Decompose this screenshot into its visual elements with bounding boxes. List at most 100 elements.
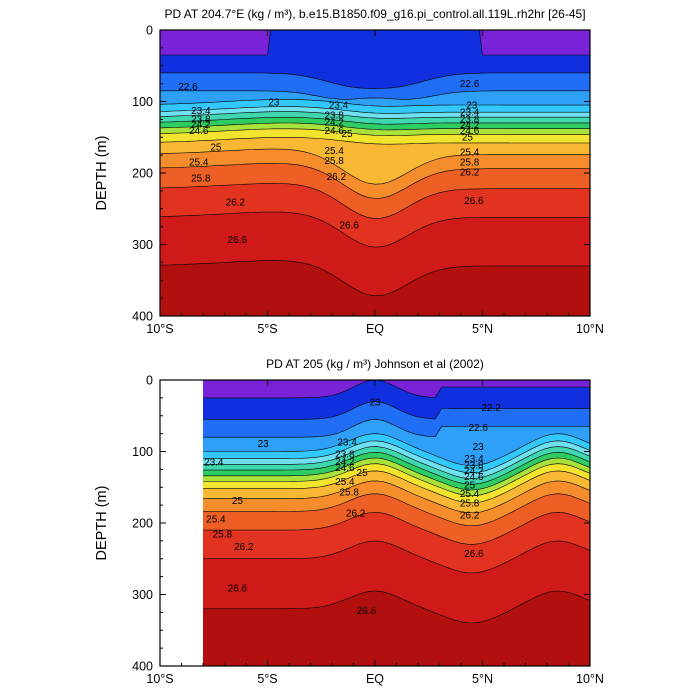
contour-label: 25.8 — [460, 158, 480, 169]
contour-label: 23.8 — [191, 115, 211, 126]
contour-label: 23 — [258, 439, 270, 450]
contour-line — [203, 493, 590, 527]
contour-line — [160, 137, 590, 145]
contour-label: 25.8 — [339, 488, 359, 499]
contour-label: 25.4 — [206, 515, 226, 526]
contour-label: 24.6 — [464, 472, 484, 483]
contour-line — [160, 30, 590, 56]
contour-label: 26.2 — [346, 508, 366, 519]
contour-lines — [160, 30, 590, 297]
contour-line — [160, 106, 590, 114]
contour-band — [160, 163, 590, 219]
contour-line — [203, 540, 590, 574]
contour-label: 26.6 — [464, 549, 484, 560]
contour-band — [203, 419, 590, 466]
contour-label: 26.2 — [226, 198, 246, 209]
contour-band — [203, 470, 590, 513]
contour-label: 22.2 — [481, 403, 501, 414]
contour-band — [160, 106, 590, 119]
contour-lines — [203, 380, 590, 624]
contour-label: 24.2 — [324, 118, 344, 129]
contour-label: 23.8 — [324, 110, 344, 121]
panel-observations: PD AT 205 (kg / m³) Johnson et al (2002)… — [94, 357, 604, 686]
contour-band — [160, 99, 590, 114]
x-tick-label: 5°N — [472, 322, 493, 336]
contour-line — [203, 440, 590, 474]
contour-line — [160, 72, 590, 89]
contour-band — [203, 512, 590, 573]
contour-band — [203, 463, 590, 503]
contour-line — [203, 446, 590, 479]
x-tick-label: 5°S — [257, 672, 277, 686]
contour-line — [203, 480, 590, 514]
contour-line — [160, 260, 590, 297]
contour-label: 22.6 — [178, 82, 198, 93]
contour-label: 23.8 — [335, 450, 355, 461]
contour-label: 25.4 — [460, 148, 480, 159]
contour-label: 26.2 — [234, 542, 254, 553]
contour-line — [160, 148, 590, 185]
contour-label: 24.6 — [460, 126, 480, 137]
y-tick-label: 300 — [132, 588, 153, 602]
contour-line — [160, 163, 590, 199]
y-tick-label: 100 — [132, 445, 153, 459]
contour-band — [203, 401, 590, 438]
contour-band — [203, 440, 590, 479]
y-tick-label: 200 — [132, 517, 153, 531]
contour-line — [203, 463, 590, 497]
contour-line — [203, 511, 590, 545]
contour-label: 23.4 — [460, 108, 480, 119]
contour-label: 23.4 — [329, 100, 349, 111]
contour-label: 25 — [341, 129, 353, 140]
contour-band — [160, 183, 590, 248]
contour-band — [203, 458, 590, 496]
contour-label: 24.2 — [191, 120, 211, 131]
contour-label: 25 — [357, 468, 369, 479]
contour-label: 25 — [232, 496, 244, 507]
contour-label: 26.6 — [339, 220, 359, 231]
x-tick-label: EQ — [366, 322, 384, 336]
contour-label: 25.4 — [335, 477, 355, 488]
contour-line — [160, 211, 590, 248]
contour-label: 23.4 — [464, 454, 484, 465]
contour-label: 23.4 — [337, 437, 357, 448]
y-tick-label: 300 — [132, 238, 153, 252]
contour-band — [160, 30, 590, 89]
contour-line — [203, 433, 590, 466]
contour-label: 24.6 — [324, 126, 344, 137]
contour-line — [203, 419, 590, 438]
contour-fill — [160, 380, 590, 666]
contour-label: 25.4 — [460, 489, 480, 500]
contour-band — [160, 149, 590, 199]
contour-band — [160, 260, 590, 316]
contour-label: 23.8 — [464, 460, 484, 471]
contour-line — [203, 401, 590, 420]
contour-label: 24.2 — [335, 457, 355, 468]
contour-label: 25.8 — [213, 530, 233, 541]
contour-band — [160, 212, 590, 296]
y-axis-label: DEPTH (m) — [94, 136, 110, 211]
x-tick-label: EQ — [366, 672, 384, 686]
contour-label: 25.4 — [324, 146, 344, 157]
contour-line — [160, 111, 590, 119]
contour-line — [160, 122, 590, 131]
contour-label: 25 — [464, 480, 476, 491]
contour-label: 25.8 — [191, 173, 211, 184]
no-data-region — [160, 380, 203, 666]
contour-line — [203, 590, 590, 624]
contour-label: 22.6 — [468, 423, 488, 434]
x-tick-label: 10°N — [576, 672, 604, 686]
contour-label: 25.8 — [324, 156, 344, 167]
y-tick-label: 100 — [132, 95, 153, 109]
contour-label: 23.8 — [460, 115, 480, 126]
contour-band — [203, 493, 590, 545]
contour-line — [203, 380, 590, 399]
contour-label: 23.4 — [191, 106, 211, 117]
y-tick-label: 0 — [146, 374, 153, 388]
x-tick-label: 10°N — [576, 322, 604, 336]
contour-band — [203, 380, 590, 420]
contour-band — [160, 123, 590, 136]
contour-line — [160, 90, 590, 100]
contour-line — [160, 99, 590, 107]
contour-labels: 22.222.623 232323.423.423.423.823.824.224… — [204, 397, 501, 617]
